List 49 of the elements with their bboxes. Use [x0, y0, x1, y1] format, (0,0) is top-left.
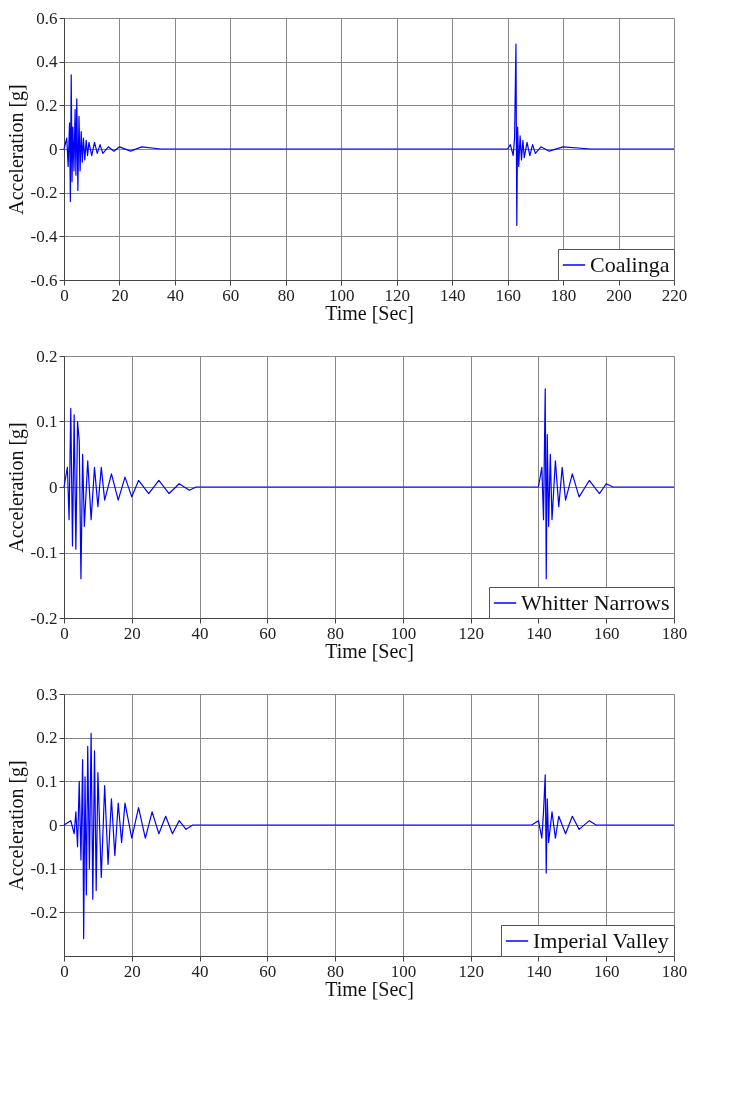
legend-label: Whitter Narrows — [521, 590, 670, 615]
y-axis-title: Acceleration [g] — [4, 422, 28, 553]
y-tick-label: 0.3 — [36, 684, 58, 704]
y-tick-label: 0 — [49, 477, 58, 497]
line-series — [63, 388, 675, 580]
y-tick-label: -0.4 — [30, 226, 58, 246]
x-tick-label: 120 — [458, 961, 484, 981]
x-tick-label: 160 — [593, 961, 620, 981]
y-tick-label: 0.1 — [36, 771, 58, 791]
x-tick-label: 60 — [259, 961, 277, 981]
y-tick-label: -0.6 — [30, 270, 58, 290]
x-tick-label: 220 — [661, 285, 688, 305]
y-tick-label: -0.2 — [30, 902, 58, 922]
legend-label: Imperial Valley — [533, 928, 669, 953]
x-tick-label: 20 — [111, 285, 129, 305]
y-tick-label: 0 — [49, 815, 58, 835]
x-tick-label: 160 — [495, 285, 521, 305]
x-tick-label: 180 — [661, 623, 688, 643]
line-series — [63, 43, 675, 227]
x-tick-label: 180 — [661, 961, 688, 981]
x-tick-label: 80 — [277, 285, 295, 305]
x-tick-label: 60 — [259, 623, 277, 643]
y-tick-label: -0.2 — [30, 608, 58, 628]
y-tick-label: 0.4 — [36, 52, 58, 72]
y-tick-label: 0.2 — [36, 95, 58, 115]
y-tick-label: -0.1 — [30, 543, 58, 562]
y-tick-label: 0.2 — [36, 728, 58, 748]
x-tick-label: 40 — [191, 961, 209, 981]
y-tick-label: -0.1 — [30, 859, 58, 879]
y-tick-label: 0.6 — [36, 8, 58, 28]
x-tick-label: 200 — [606, 285, 632, 305]
x-tick-label: 180 — [550, 285, 577, 305]
y-tick-label: 0.1 — [36, 412, 58, 431]
x-tick-label: 160 — [593, 623, 620, 643]
x-tick-label: 60 — [222, 285, 240, 305]
x-tick-label: 40 — [166, 285, 184, 305]
x-tick-label: 20 — [123, 961, 141, 981]
y-tick-label: -0.2 — [30, 183, 58, 203]
y-axis-title: Acceleration [g] — [4, 84, 28, 215]
y-axis-title: Acceleration [g] — [4, 760, 28, 891]
y-tick-label: 0.2 — [36, 346, 58, 366]
x-tick-label: 20 — [123, 623, 141, 643]
x-tick-label: 40 — [191, 623, 209, 643]
legend-label: Coalinga — [590, 252, 670, 277]
x-tick-label: 120 — [458, 623, 484, 643]
x-tick-label: 140 — [439, 285, 466, 305]
x-tick-label: 140 — [526, 623, 552, 643]
x-tick-label: 140 — [526, 961, 552, 981]
y-tick-label: 0 — [49, 139, 58, 159]
